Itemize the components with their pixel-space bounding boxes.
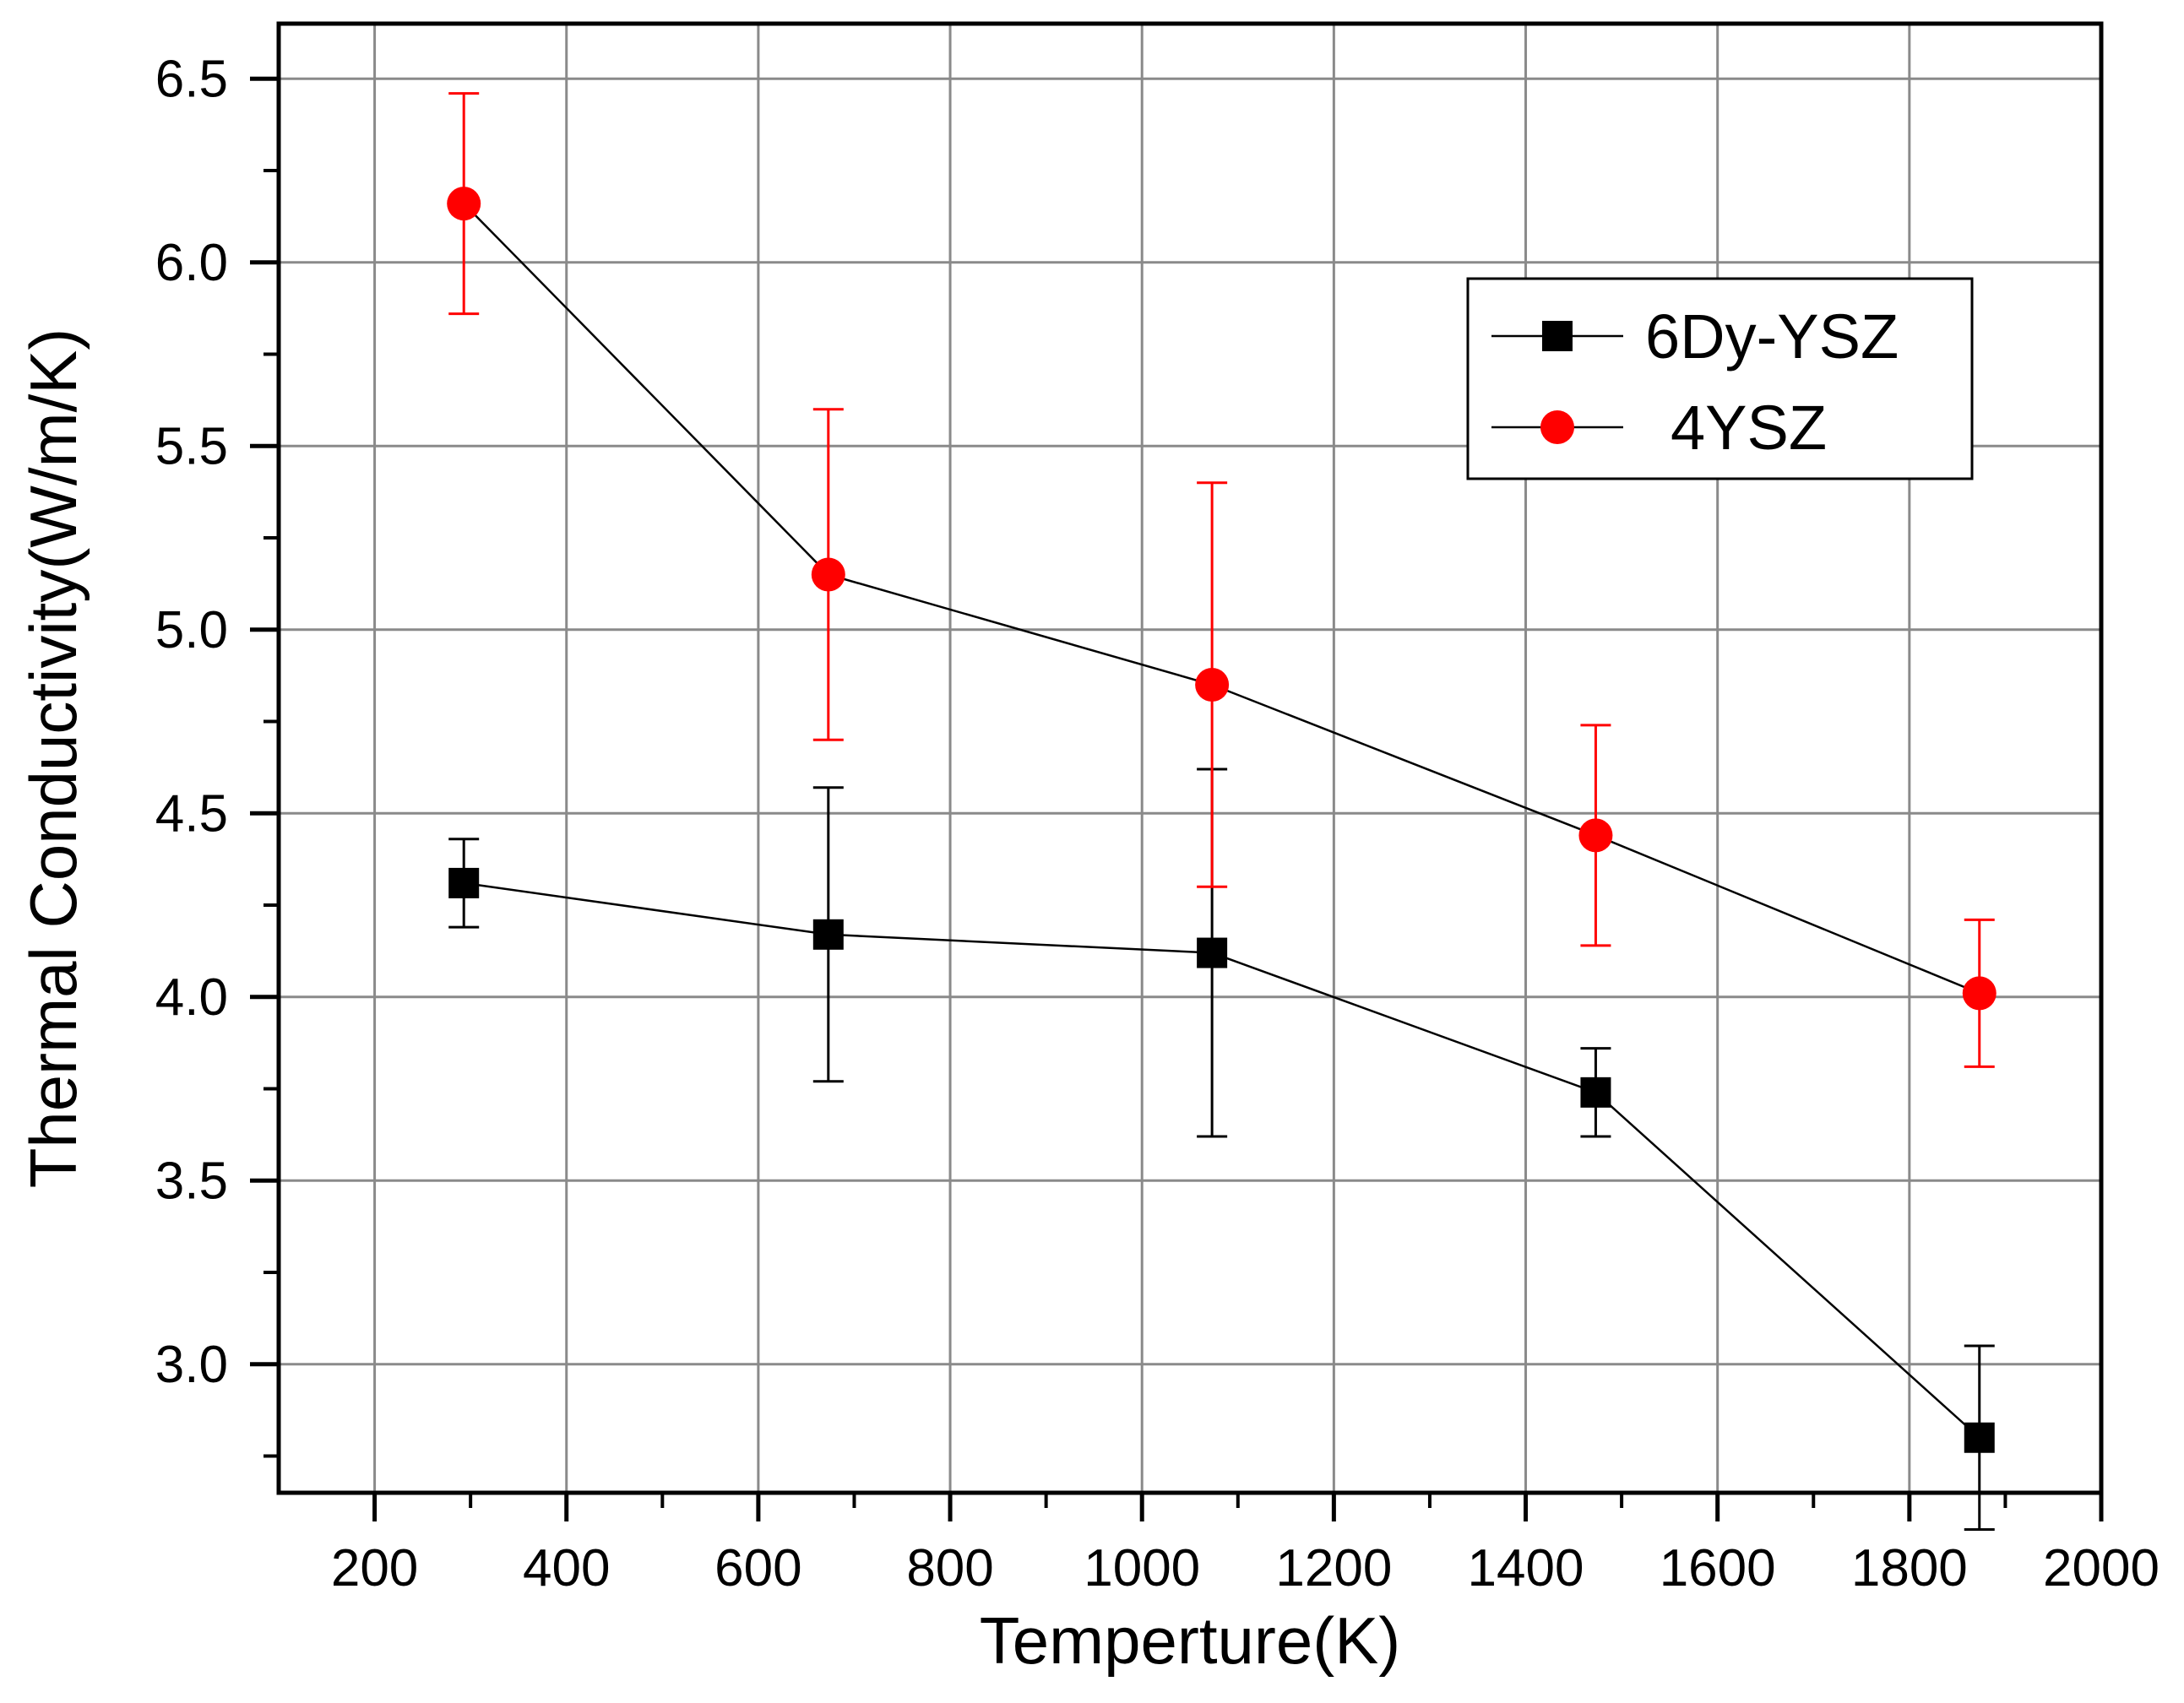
x-tick-label: 2000 xyxy=(2043,1539,2160,1597)
x-tick-label: 1600 xyxy=(1660,1539,1776,1597)
x-tick-label: 1400 xyxy=(1468,1539,1584,1597)
data-point xyxy=(448,867,480,898)
data-point xyxy=(1962,976,1997,1011)
data-point xyxy=(811,557,845,592)
series-6Dy-YSZ xyxy=(448,767,1995,1531)
grid xyxy=(279,24,2101,1493)
legend-label: 4YSZ xyxy=(1671,393,1827,463)
data-point xyxy=(1578,818,1613,853)
x-tick-label: 1000 xyxy=(1084,1539,1200,1597)
x-tick-label: 600 xyxy=(714,1539,801,1597)
y-tick-label: 4.0 xyxy=(155,968,228,1027)
x-tick-label: 200 xyxy=(331,1539,418,1597)
legend-box xyxy=(1466,277,1974,480)
y-tick-label: 6.0 xyxy=(155,234,228,292)
data-point xyxy=(447,187,481,221)
series-4YSZ xyxy=(447,92,1997,1068)
x-tick-label: 1200 xyxy=(1275,1539,1392,1597)
x-axis-title: Temperture(K) xyxy=(980,1603,1400,1678)
legend-item: 4YSZ xyxy=(1491,393,1827,463)
x-tick-label: 800 xyxy=(906,1539,993,1597)
legend-item: 6Dy-YSZ xyxy=(1491,301,1899,372)
y-tick-label: 6.5 xyxy=(155,50,228,108)
legend: 6Dy-YSZ 4YSZ xyxy=(1466,277,1974,480)
data-point xyxy=(812,919,844,950)
data-point xyxy=(1197,937,1228,968)
data-point xyxy=(1964,1422,1995,1453)
x-tick-label: 400 xyxy=(523,1539,610,1597)
x-tick-label: 1800 xyxy=(1851,1539,1968,1597)
y-tick-label: 4.5 xyxy=(155,784,228,843)
series-layer xyxy=(447,92,1997,1531)
axis-ticks: 200 400 600 800 1000 1200 1400 1600 1800 2000 3.0 3… xyxy=(155,50,2160,1597)
legend-label: 6Dy-YSZ xyxy=(1645,301,1899,372)
y-axis-title: Thermal Conductivity(W/m/K) xyxy=(16,328,90,1189)
y-tick-label: 5.0 xyxy=(155,601,228,659)
data-point xyxy=(1195,668,1230,702)
legend-marker xyxy=(1542,321,1573,351)
data-point xyxy=(1580,1077,1611,1108)
y-tick-label: 3.5 xyxy=(155,1152,228,1210)
legend-marker xyxy=(1540,410,1574,444)
y-tick-label: 5.5 xyxy=(155,417,228,475)
y-tick-label: 3.0 xyxy=(155,1336,228,1394)
plot-frame xyxy=(276,21,2104,1495)
